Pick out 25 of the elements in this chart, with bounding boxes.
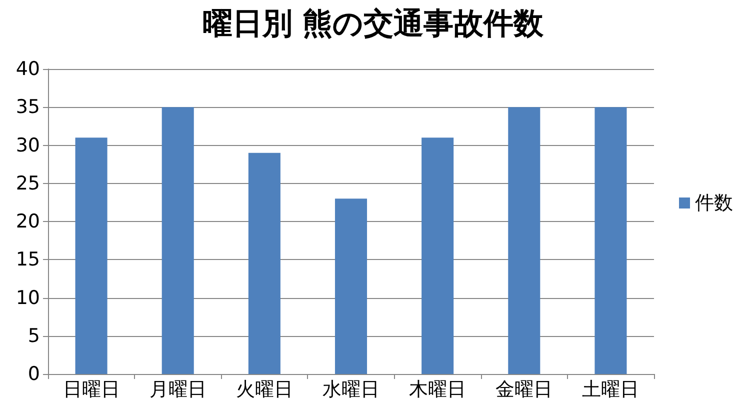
y-tick-label: 25	[16, 172, 40, 194]
y-tick-label: 40	[16, 58, 40, 80]
y-tick-label: 10	[16, 286, 40, 309]
bar	[508, 107, 540, 374]
bar	[334, 198, 368, 374]
x-tick-label: 火曜日	[236, 378, 293, 400]
chart-title: 曜日別 熊の交通事故件数	[202, 6, 545, 42]
y-tick-label: 35	[16, 96, 40, 118]
x-tick-label: 木曜日	[409, 378, 466, 400]
x-tick-label: 日曜日	[62, 378, 120, 400]
bar	[162, 107, 194, 374]
y-tick-label: 20	[16, 210, 40, 232]
y-tick-label: 0	[28, 363, 40, 385]
x-tick-label: 月曜日	[149, 378, 206, 400]
y-tick-label: 30	[16, 134, 40, 156]
bar	[422, 138, 454, 374]
x-tick-label: 水曜日	[322, 378, 380, 400]
bar	[594, 107, 627, 374]
legend-label: 件数	[695, 192, 733, 214]
y-tick-label: 15	[16, 248, 40, 271]
bar	[248, 152, 280, 374]
y-tick-label: 5	[28, 324, 40, 347]
bar	[75, 138, 108, 374]
x-tick-label: 金曜日	[496, 378, 553, 400]
x-tick-label: 土曜日	[582, 378, 640, 400]
